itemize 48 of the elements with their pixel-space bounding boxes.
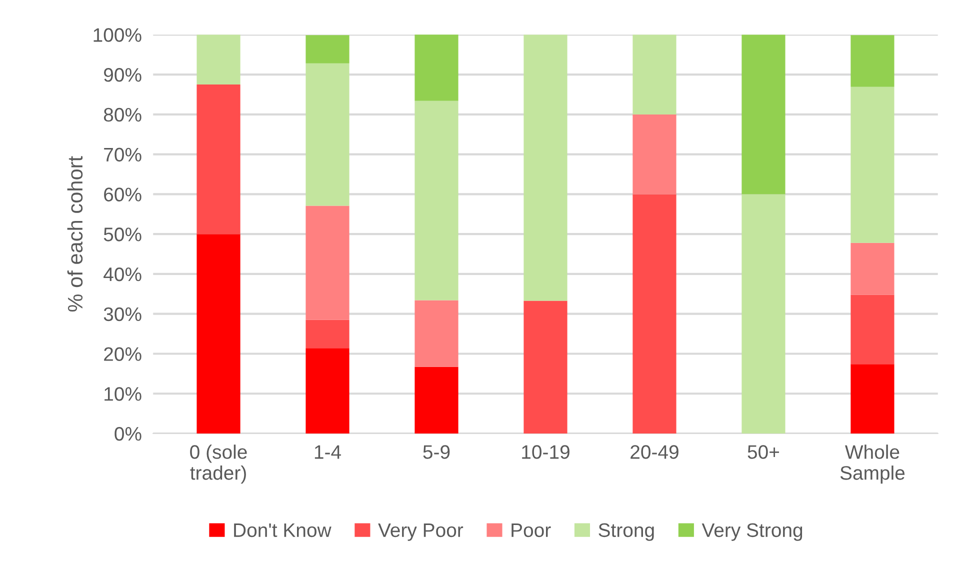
bar xyxy=(306,35,350,64)
bar xyxy=(414,366,458,434)
x-tick-label: 0 (sole trader) xyxy=(190,444,247,484)
bar xyxy=(414,100,458,300)
x-tick-label: Whole Sample xyxy=(840,444,905,484)
bar xyxy=(632,34,676,114)
x-tick-label: 50+ xyxy=(748,445,780,459)
y-axis-title: % of each cohort xyxy=(67,156,83,312)
legend-label: Don't Know xyxy=(234,524,332,538)
x-tick-label: 5-9 xyxy=(423,445,450,459)
bar xyxy=(850,35,894,87)
bar xyxy=(524,300,568,434)
legend-label: Very Poor xyxy=(378,524,464,541)
bar xyxy=(306,320,350,348)
y-tick-label: 50% xyxy=(104,228,142,242)
legend-label: Very Strong xyxy=(702,523,802,541)
y-tick-label: 60% xyxy=(104,188,142,202)
bar xyxy=(306,348,350,434)
bar xyxy=(742,34,786,194)
bar xyxy=(850,364,894,434)
bar xyxy=(524,34,568,301)
bar xyxy=(414,34,458,101)
bar xyxy=(850,294,894,364)
y-tick-label: 90% xyxy=(104,68,142,82)
legend-label: Poor xyxy=(512,524,551,538)
bar xyxy=(742,194,786,434)
bar xyxy=(306,63,350,206)
bar xyxy=(850,242,894,295)
y-tick-label: 40% xyxy=(104,267,142,282)
y-tick-label: 80% xyxy=(104,108,142,122)
y-tick-label: 70% xyxy=(104,148,142,162)
x-tick-label: 20-49 xyxy=(630,445,678,459)
y-tick-label: 20% xyxy=(104,347,142,361)
bar xyxy=(414,300,458,367)
bar xyxy=(196,234,240,434)
x-tick-label: 10-19 xyxy=(522,445,570,459)
bar xyxy=(850,86,894,243)
bar xyxy=(306,206,350,320)
y-tick-label: 0% xyxy=(114,426,142,441)
bar xyxy=(196,84,240,234)
legend-label: Strong xyxy=(598,523,654,541)
bar xyxy=(632,194,676,434)
bar xyxy=(632,114,676,194)
y-tick-label: 30% xyxy=(104,307,142,322)
bar xyxy=(196,34,240,85)
y-tick-label: 10% xyxy=(104,387,142,401)
y-tick-label: 100% xyxy=(94,28,142,42)
x-tick-label: 1-4 xyxy=(314,445,341,459)
